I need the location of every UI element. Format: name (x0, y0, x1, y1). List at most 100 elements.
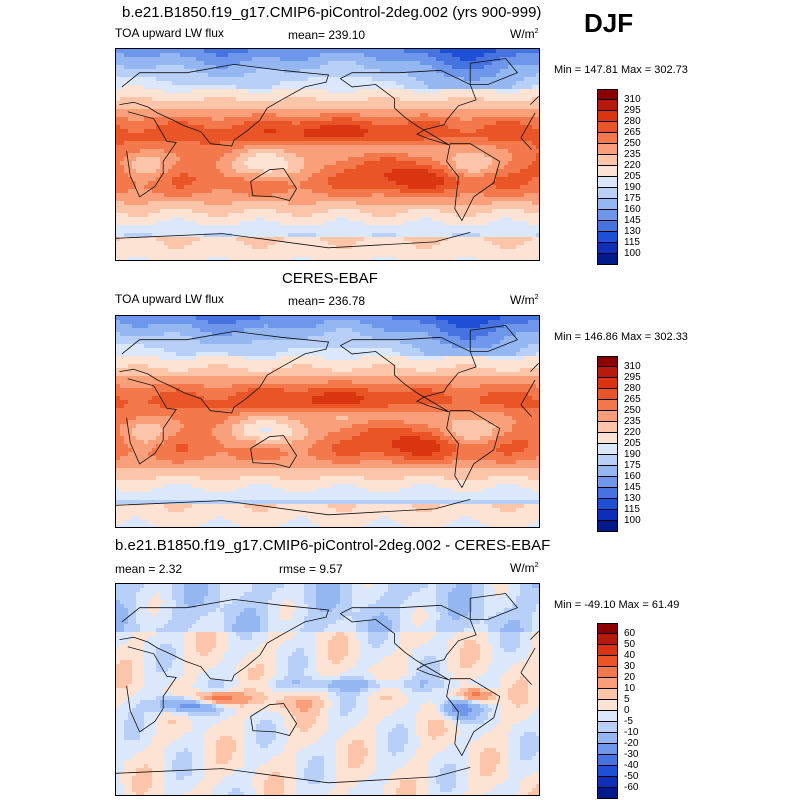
mean-label: mean= 236.78 (288, 294, 366, 308)
map-obs (115, 315, 540, 528)
colorbar-tick-label: 310 (624, 94, 641, 105)
coastline (469, 58, 519, 85)
colorbar-tick-label: 115 (624, 504, 640, 515)
colorbar-swatch (597, 744, 618, 755)
mean-label: mean = 2.32 (115, 562, 183, 576)
colorbar-swatch (597, 122, 618, 133)
minmax-label: Min = 147.81 Max = 302.73 (554, 64, 688, 76)
units-label: W/m2 (510, 27, 539, 41)
contour-field (116, 584, 539, 795)
colorbar-swatch (597, 356, 618, 367)
minmax-label: Min = 146.86 Max = 302.33 (554, 331, 688, 343)
coastline (250, 435, 298, 468)
colorbar-tick-label: 250 (624, 138, 641, 149)
coastline (116, 499, 471, 516)
contour-field (116, 49, 539, 260)
colorbar-swatch (597, 254, 618, 265)
colorbar-swatch (597, 634, 618, 645)
colorbar-swatch (597, 210, 618, 221)
colorbar-tick-label: 100 (624, 515, 641, 526)
coastline (446, 678, 501, 757)
colorbar-tick-label: 5 (624, 694, 630, 705)
colorbar (597, 356, 618, 532)
units-label: W/m2 (510, 561, 539, 575)
colorbar-tick-label: 100 (624, 248, 641, 259)
colorbar-swatch (597, 411, 618, 422)
colorbar-tick-label: 175 (624, 193, 641, 204)
colorbar-tick-label: 280 (624, 116, 641, 127)
colorbar-tick-label: 265 (624, 127, 641, 138)
colorbar-swatch (597, 378, 618, 389)
colorbar-tick-label: 175 (624, 460, 641, 471)
map-model (115, 48, 540, 261)
rmse-label: rmse = 9.57 (279, 562, 343, 576)
colorbar-swatch (597, 700, 618, 711)
colorbar-tick-label: 30 (624, 661, 636, 672)
colorbar-swatch (597, 155, 618, 166)
colorbar-tick-label: 60 (624, 628, 636, 639)
colorbar-swatch (597, 422, 618, 433)
coastline (119, 63, 539, 147)
colorbar-tick-label: 160 (624, 471, 641, 482)
coastline (446, 143, 501, 222)
colorbar-swatch (597, 711, 618, 722)
colorbar-swatch (597, 788, 618, 799)
colorbar-swatch (597, 111, 618, 122)
coastline (250, 703, 298, 736)
season-label: DJF (584, 8, 634, 38)
colorbar-swatch (597, 188, 618, 199)
colorbar-swatch (597, 477, 618, 488)
coastline (119, 330, 539, 414)
colorbar-tick-label: 295 (624, 105, 641, 116)
colorbar-swatch (597, 389, 618, 400)
colorbar-tick-label: -10 (624, 727, 639, 738)
coastline (116, 767, 471, 784)
mean-label: mean= 239.10 (288, 28, 366, 42)
colorbar-tick-label: 10 (624, 683, 636, 694)
colorbar-tick-label: 115 (624, 237, 640, 248)
colorbar-tick-label: 190 (624, 182, 641, 193)
colorbar-tick-label: 50 (624, 639, 636, 650)
coastline (340, 336, 477, 413)
coastline (116, 232, 471, 249)
colorbar-tick-label: 130 (624, 493, 641, 504)
colorbar-swatch (597, 455, 618, 466)
colorbar-swatch (597, 199, 618, 210)
coastline (126, 378, 536, 465)
colorbar-tick-label: 205 (624, 438, 641, 449)
field-label: TOA upward LW flux (115, 292, 224, 306)
colorbar-swatch (597, 777, 618, 788)
colorbar-tick-label: 250 (624, 405, 641, 416)
colorbar-tick-label: 235 (624, 149, 641, 160)
colorbar-swatch (597, 433, 618, 444)
colorbar-tick-label: 145 (624, 482, 641, 493)
colorbar-swatch (597, 444, 618, 455)
colorbar-tick-label: 280 (624, 383, 641, 394)
coastline (340, 69, 477, 146)
units-label: W/m2 (510, 293, 539, 307)
coastline (469, 325, 519, 352)
colorbar-tick-label: -50 (624, 771, 639, 782)
colorbar-swatch (597, 722, 618, 733)
panel-title: CERES-EBAF (282, 270, 378, 287)
colorbar-tick-label: 295 (624, 372, 641, 383)
colorbar-tick-label: -40 (624, 760, 639, 771)
colorbar-tick-label: 40 (624, 650, 636, 661)
coastline (469, 593, 519, 620)
panel-title: b.e21.B1850.f19_g17.CMIP6-piControl-2deg… (122, 4, 542, 21)
colorbar-tick-label: -60 (624, 782, 639, 793)
colorbar-tick-label: 220 (624, 160, 641, 171)
colorbar (597, 623, 618, 799)
colorbar-swatch (597, 177, 618, 188)
colorbar-swatch (597, 510, 618, 521)
colorbar-swatch (597, 521, 618, 532)
coastline (126, 111, 536, 198)
colorbar-swatch (597, 499, 618, 510)
colorbar-swatch (597, 166, 618, 177)
colorbar-tick-label: 145 (624, 215, 641, 226)
colorbar-swatch (597, 367, 618, 378)
colorbar-swatch (597, 89, 618, 100)
contour-field (116, 316, 539, 527)
coastline (126, 646, 536, 733)
colorbar-tick-label: -30 (624, 749, 639, 760)
